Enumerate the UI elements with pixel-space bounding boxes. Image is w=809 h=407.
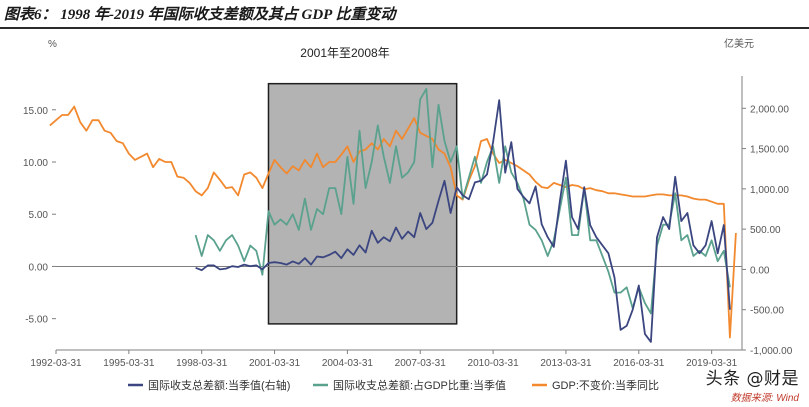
left-tick-label: -5.00 bbox=[25, 315, 48, 326]
right-tick-label: -500.00 bbox=[750, 306, 784, 317]
teal-gdp-share-line bbox=[194, 88, 731, 315]
x-tick-label: 1995-03-31 bbox=[103, 358, 155, 369]
legend-label: 国际收支总差额:当季值(右轴) bbox=[148, 378, 290, 392]
x-tick-label: 2019-03-31 bbox=[686, 358, 738, 369]
x-tick-label: 2004-03-31 bbox=[322, 358, 374, 369]
orange-gdp-growth-line bbox=[49, 105, 737, 339]
x-tick-label: 2010-03-31 bbox=[468, 358, 520, 369]
x-tick-label: 2016-03-31 bbox=[613, 358, 665, 369]
right-tick-label: -1,000.00 bbox=[750, 346, 793, 357]
left-tick-label: 10.00 bbox=[23, 158, 48, 169]
watermark-main: 头条 @财是 bbox=[705, 369, 799, 389]
x-tick-label: 1998-03-31 bbox=[176, 358, 228, 369]
legend-label: GDP:不变价:当季同比 bbox=[552, 378, 659, 392]
left-axis-unit: % bbox=[48, 39, 57, 50]
right-tick-label: 1,500.00 bbox=[750, 145, 789, 156]
left-tick-label: 0.00 bbox=[29, 262, 49, 273]
right-tick-label: 500.00 bbox=[750, 225, 781, 236]
navy-balance-line bbox=[195, 99, 731, 343]
title-divider bbox=[0, 27, 809, 29]
left-tick-label: 5.00 bbox=[29, 210, 49, 221]
right-axis-unit: 亿美元 bbox=[724, 37, 754, 50]
chart: 2001年至2008年 % 亿美元 15.00 10.00 5.00 0.00 -5.0… bbox=[23, 37, 793, 392]
x-tick-label: 2013-03-31 bbox=[540, 358, 592, 369]
right-tick-label: 0.00 bbox=[750, 265, 770, 276]
watermark-source: 数据来源: Wind bbox=[730, 393, 799, 404]
left-tick-label: 15.00 bbox=[23, 106, 48, 117]
legend-label: 国际收支总差额:占GDP比重:当季值 bbox=[333, 378, 506, 392]
right-tick-label: 1,000.00 bbox=[750, 185, 789, 196]
x-tick-label: 2007-03-31 bbox=[395, 358, 447, 369]
figure-title: 图表6： 1998 年-2019 年国际收支差额及其占 GDP 比重变动 bbox=[4, 7, 396, 23]
watermark: 头条 @财是 数据来源: Wind bbox=[706, 364, 799, 404]
x-tick-label: 1992-03-31 bbox=[30, 358, 82, 369]
x-tick-label: 2001-03-31 bbox=[249, 358, 301, 369]
chart-title: 2001年至2008年 bbox=[300, 46, 389, 60]
right-tick-label: 2,000.00 bbox=[750, 104, 789, 115]
shaded-period-box bbox=[267, 82, 458, 325]
